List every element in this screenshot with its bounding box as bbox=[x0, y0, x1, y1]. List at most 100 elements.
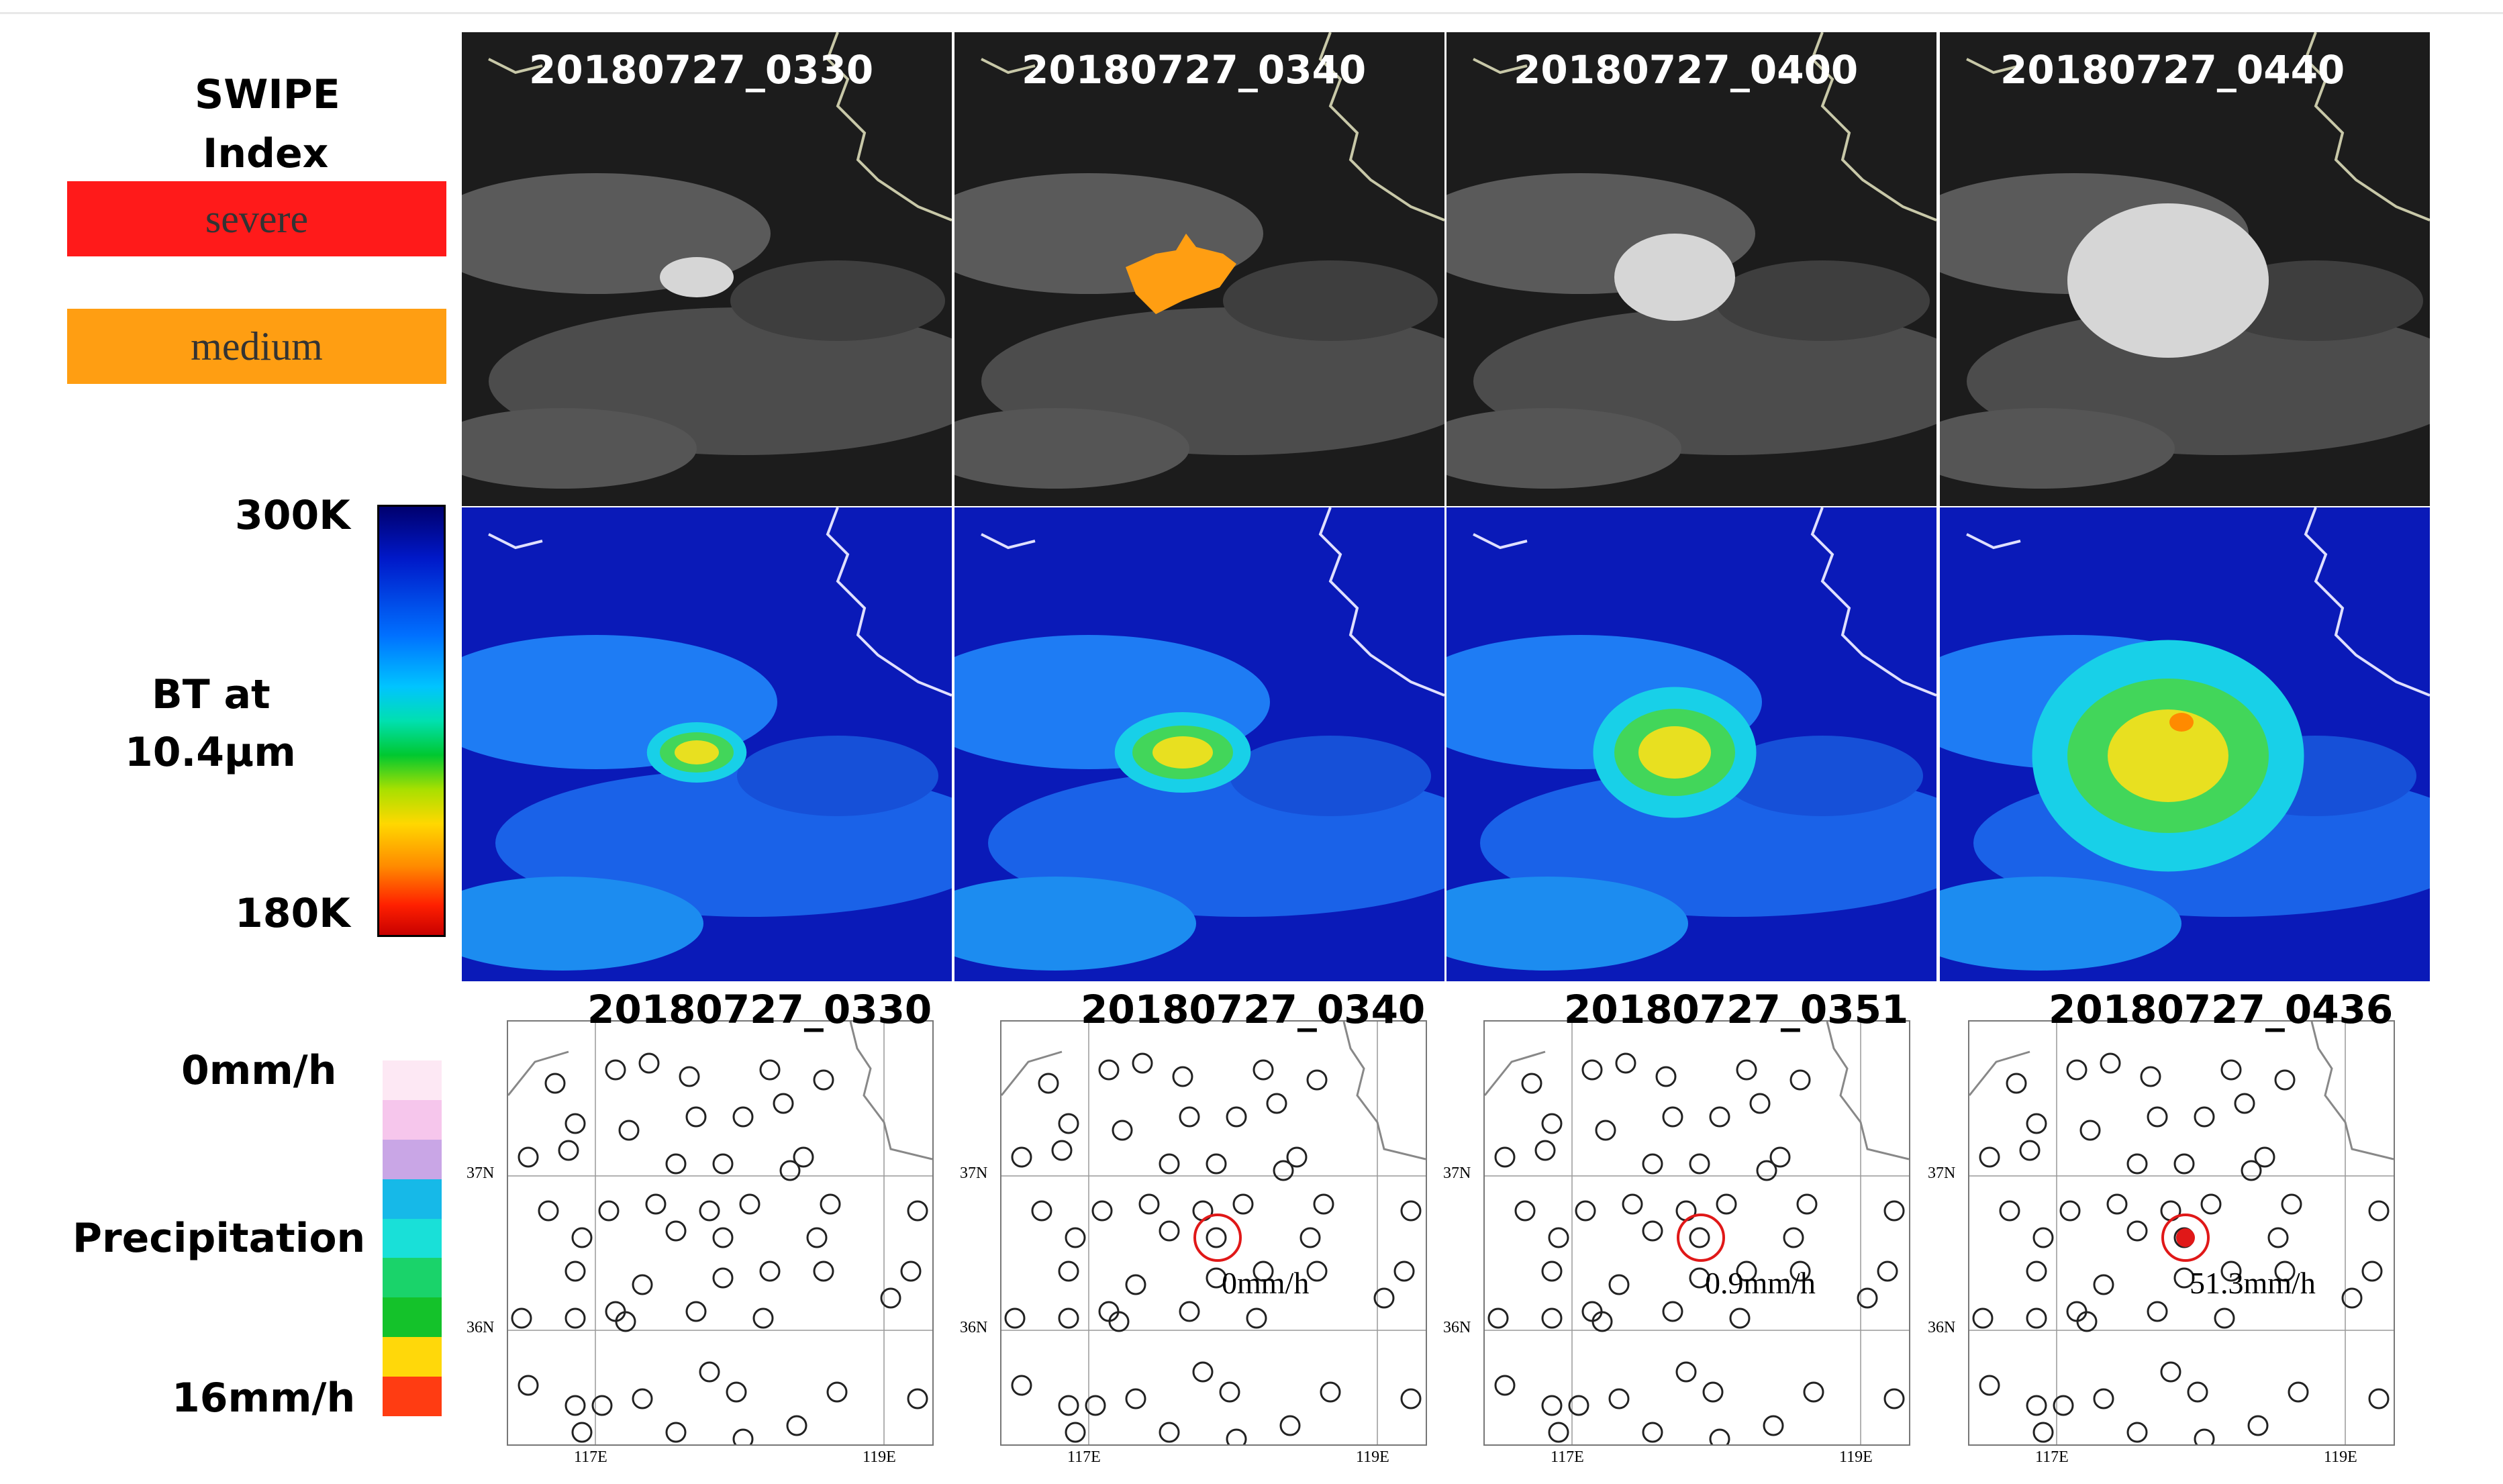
satellite-time-label: 20180727_0400 bbox=[1514, 47, 1859, 93]
station-marker bbox=[2093, 1388, 2114, 1409]
station-marker bbox=[1729, 1307, 1751, 1329]
station-marker bbox=[1098, 1059, 1120, 1081]
station-marker bbox=[2066, 1059, 2088, 1081]
station-marker bbox=[1253, 1260, 1274, 1282]
cold-cloud-band bbox=[1722, 736, 1923, 816]
lat-label-top: 37N bbox=[960, 1165, 988, 1182]
station-marker bbox=[1581, 1059, 1603, 1081]
lat-label-bottom: 36N bbox=[1928, 1319, 1956, 1336]
station-marker bbox=[565, 1260, 586, 1282]
cold-cloud-band bbox=[1940, 877, 2181, 971]
station-marker bbox=[1138, 1193, 1160, 1215]
station-marker bbox=[2106, 1193, 2128, 1215]
station-rain-value: 51.3mm/h bbox=[2190, 1266, 2316, 1300]
station-time-label: 20180727_0436 bbox=[2049, 987, 2394, 1032]
legend-severe: severe bbox=[67, 181, 446, 256]
cold-cloud-band bbox=[954, 877, 1196, 971]
precip-bottom-label: 16mm/h bbox=[172, 1375, 356, 1422]
station-marker bbox=[571, 1227, 593, 1248]
station-marker bbox=[1541, 1395, 1563, 1416]
precip-color-step bbox=[383, 1139, 442, 1179]
station-marker bbox=[2267, 1227, 2289, 1248]
bt-panel bbox=[462, 507, 952, 981]
cloud-band bbox=[462, 408, 697, 489]
precip-color-step bbox=[383, 1337, 442, 1377]
station-marker bbox=[1595, 1120, 1616, 1141]
station-marker bbox=[699, 1361, 720, 1383]
coastline bbox=[1966, 58, 2021, 75]
coastline bbox=[1810, 507, 1936, 697]
station-marker bbox=[1709, 1428, 1730, 1450]
station-marker bbox=[1979, 1146, 2000, 1168]
station-marker bbox=[1279, 1415, 1301, 1436]
station-marker bbox=[1058, 1113, 1079, 1134]
station-marker bbox=[2126, 1220, 2148, 1242]
station-marker bbox=[1226, 1106, 1247, 1128]
legend-severe-label: severe bbox=[205, 196, 309, 241]
station-marker bbox=[726, 1381, 747, 1403]
station-marker bbox=[1206, 1267, 1227, 1289]
coastline bbox=[849, 1021, 933, 1160]
station-marker bbox=[2059, 1200, 2081, 1222]
lon-label-right: 119E bbox=[1356, 1448, 1389, 1466]
station-marker bbox=[1253, 1059, 1274, 1081]
station-marker bbox=[2032, 1422, 2054, 1443]
station-marker bbox=[518, 1375, 539, 1396]
station-marker bbox=[1541, 1307, 1563, 1329]
station-marker bbox=[699, 1200, 720, 1222]
station-marker bbox=[2341, 1287, 2363, 1309]
lon-label-left: 117E bbox=[2035, 1448, 2069, 1466]
station-marker bbox=[685, 1301, 707, 1322]
station-marker bbox=[2006, 1073, 2027, 1094]
station-marker bbox=[1108, 1311, 1130, 1332]
station-marker bbox=[2140, 1066, 2161, 1087]
coastline bbox=[1810, 32, 1936, 221]
station-marker bbox=[1065, 1422, 1086, 1443]
station-map-panel bbox=[507, 1020, 934, 1470]
station-marker bbox=[1306, 1069, 1328, 1091]
lon-label-left: 117E bbox=[1551, 1448, 1584, 1466]
station-rain-value: 0.9mm/h bbox=[1705, 1266, 1816, 1300]
coastline bbox=[826, 32, 952, 221]
legend-medium-label: medium bbox=[191, 324, 323, 368]
station-marker bbox=[2079, 1120, 2101, 1141]
station-marker bbox=[1675, 1361, 1697, 1383]
cloud-band bbox=[1940, 408, 2175, 489]
swipe-medium-region bbox=[1126, 234, 1236, 314]
bt-colorbar bbox=[377, 505, 446, 937]
cloud-band bbox=[730, 260, 945, 341]
satellite-gray-panel: 20180727_0330 bbox=[462, 32, 952, 506]
station-marker bbox=[813, 1260, 834, 1282]
lon-label-left: 117E bbox=[1067, 1448, 1101, 1466]
station-marker bbox=[1098, 1301, 1120, 1322]
station-marker bbox=[1662, 1106, 1683, 1128]
station-marker bbox=[1608, 1388, 1630, 1409]
station-marker bbox=[1299, 1227, 1321, 1248]
station-marker bbox=[2100, 1052, 2121, 1074]
station-marker bbox=[1622, 1193, 1643, 1215]
station-marker bbox=[1756, 1160, 1777, 1181]
station-marker bbox=[2026, 1260, 2047, 1282]
station-marker bbox=[1541, 1113, 1563, 1134]
station-marker bbox=[1125, 1388, 1146, 1409]
station-marker bbox=[565, 1113, 586, 1134]
station-marker bbox=[571, 1422, 593, 1443]
precip-top-label: 0mm/h bbox=[181, 1047, 337, 1094]
heavy-rain-marker bbox=[2176, 1228, 2195, 1247]
station-marker bbox=[1548, 1422, 1569, 1443]
satellite-time-label: 20180727_0330 bbox=[529, 47, 874, 93]
station-marker bbox=[1058, 1395, 1079, 1416]
coastline bbox=[2304, 32, 2430, 221]
coastline bbox=[1473, 533, 1528, 550]
station-marker bbox=[1172, 1066, 1193, 1087]
station-marker bbox=[2173, 1267, 2195, 1289]
station-marker bbox=[2126, 1422, 2148, 1443]
bt-top-label: 300K bbox=[235, 492, 350, 539]
bt-label-line2: 10.4μm bbox=[125, 729, 296, 776]
lon-label-left: 117E bbox=[574, 1448, 607, 1466]
station-marker bbox=[2026, 1395, 2047, 1416]
station-marker bbox=[826, 1381, 848, 1403]
station-marker bbox=[645, 1193, 667, 1215]
station-marker bbox=[786, 1415, 807, 1436]
station-marker bbox=[1031, 1200, 1052, 1222]
